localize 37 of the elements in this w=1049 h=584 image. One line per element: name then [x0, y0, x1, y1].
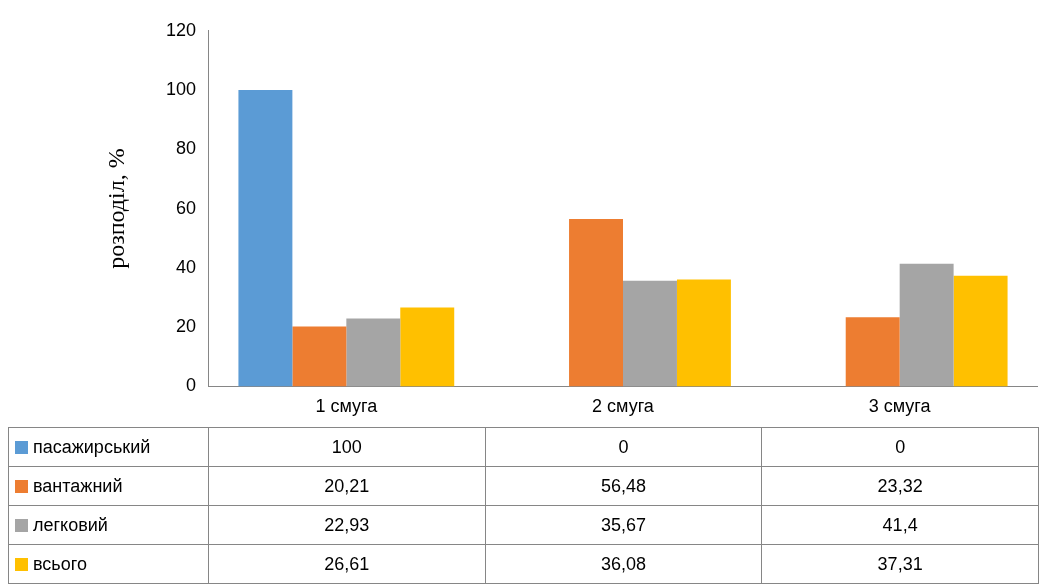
y-tick-label: 80 [175, 138, 196, 159]
data-label: 35,67 [485, 505, 762, 545]
y-tick-label: 20 [175, 316, 196, 337]
bar [953, 275, 1008, 387]
legend-label: легковий [33, 514, 108, 535]
y-tick-label: 60 [175, 197, 196, 218]
data-label: 37,31 [761, 544, 1039, 584]
y-axis-title: розподіл, % [102, 148, 129, 269]
legend-label: пасажирський [33, 436, 151, 457]
data-label: 100 [208, 427, 486, 467]
y-tick-label: 100 [165, 79, 196, 100]
legend-label: вантажний [33, 475, 123, 496]
legend-label: всього [33, 553, 87, 574]
bar [899, 263, 954, 387]
bar [845, 317, 900, 387]
data-label: 20,21 [208, 466, 486, 506]
data-label: 41,4 [761, 505, 1039, 545]
data-label: 36,08 [485, 544, 762, 584]
x-tick-label: 3 смуга [868, 396, 932, 417]
bar [676, 279, 731, 387]
x-tick-label: 1 смуга [315, 396, 379, 417]
bar [623, 280, 677, 387]
y-tick-label: 0 [185, 375, 196, 396]
y-tick-label: 40 [175, 256, 196, 277]
data-label: 0 [761, 427, 1039, 467]
data-label: 56,48 [485, 466, 762, 506]
data-label: 22,93 [208, 505, 486, 545]
bar [569, 219, 623, 387]
bar [400, 307, 455, 387]
data-label: 26,61 [208, 544, 486, 584]
data-label: 0 [485, 427, 762, 467]
bar [346, 318, 401, 387]
bar [292, 326, 347, 387]
data-label: 23,32 [761, 466, 1039, 506]
x-tick-label: 2 смуга [592, 396, 655, 417]
bar [238, 90, 293, 387]
y-tick-label: 120 [165, 19, 196, 40]
